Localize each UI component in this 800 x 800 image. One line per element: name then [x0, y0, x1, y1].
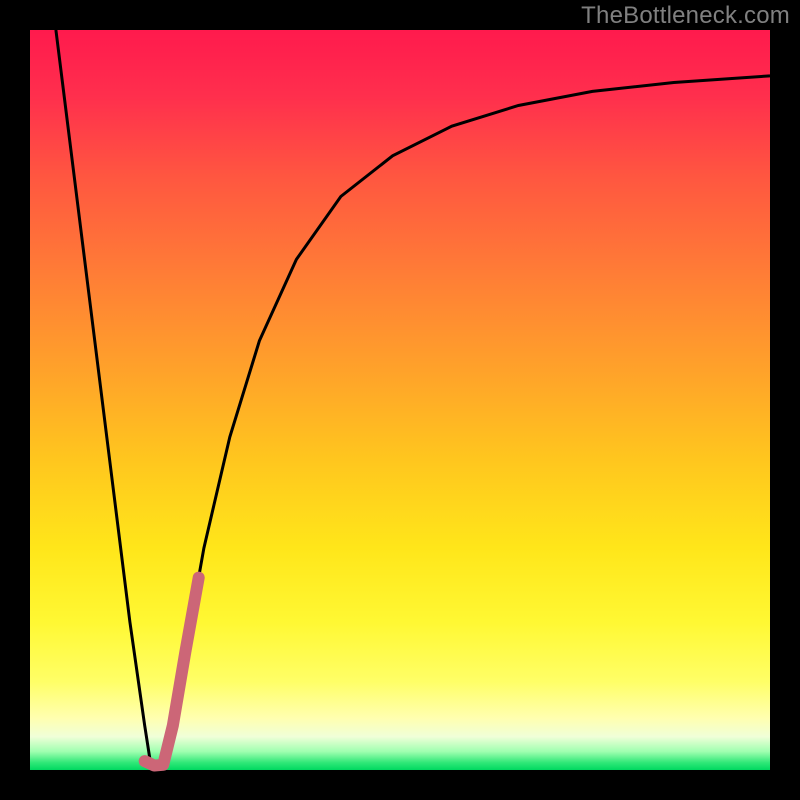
- bottleneck-chart: [0, 0, 800, 800]
- gradient-plot-area: [30, 30, 770, 770]
- attribution-text: TheBottleneck.com: [581, 2, 790, 30]
- chart-frame: TheBottleneck.com: [0, 0, 800, 800]
